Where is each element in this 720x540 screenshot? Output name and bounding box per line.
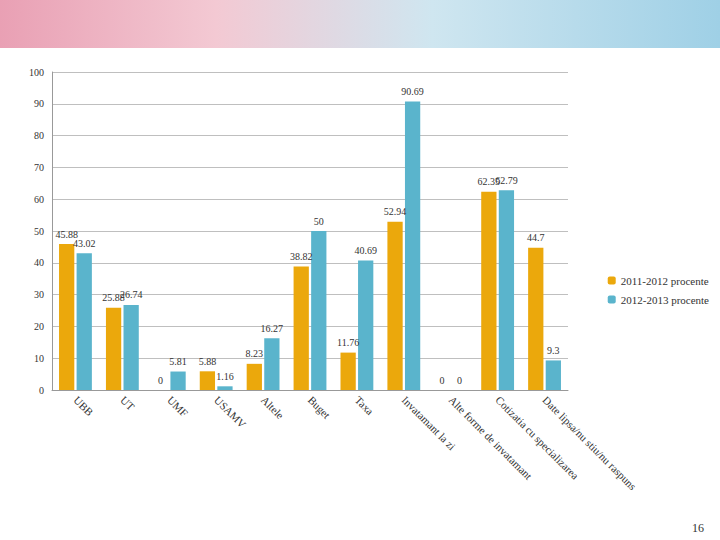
svg-text:10: 10 — [34, 353, 44, 364]
svg-text:8.23: 8.23 — [246, 348, 263, 359]
svg-text:0: 0 — [439, 375, 444, 386]
svg-text:Altele: Altele — [259, 394, 287, 422]
svg-text:1.16: 1.16 — [216, 371, 234, 382]
svg-text:38.82: 38.82 — [290, 251, 313, 262]
svg-text:UMF: UMF — [165, 394, 190, 419]
svg-text:16.27: 16.27 — [261, 323, 284, 334]
svg-text:26.74: 26.74 — [120, 289, 143, 300]
svg-text:25.88: 25.88 — [102, 292, 125, 304]
svg-text:5.81: 5.81 — [169, 356, 187, 367]
svg-text:2012-2013 procente: 2012-2013 procente — [621, 294, 709, 306]
svg-text:Buget: Buget — [306, 394, 333, 421]
svg-text:40.69: 40.69 — [354, 245, 377, 256]
svg-text:0: 0 — [457, 375, 462, 386]
svg-text:0: 0 — [158, 375, 163, 386]
svg-text:UBB: UBB — [71, 394, 95, 418]
svg-text:Cotizatia cu specializarea: Cotizatia cu specializarea — [493, 394, 581, 482]
svg-text:70: 70 — [34, 162, 44, 173]
svg-text:50: 50 — [314, 216, 324, 227]
svg-text:9.3: 9.3 — [547, 345, 560, 356]
svg-text:52.94: 52.94 — [384, 206, 407, 217]
svg-text:62.35: 62.35 — [477, 176, 501, 188]
svg-text:60: 60 — [34, 194, 44, 205]
svg-text:90: 90 — [34, 98, 44, 109]
svg-text:80: 80 — [34, 130, 44, 141]
svg-text:5.88: 5.88 — [199, 356, 217, 367]
svg-text:43.02: 43.02 — [73, 238, 96, 249]
svg-text:62.79: 62.79 — [495, 175, 518, 186]
svg-text:30: 30 — [34, 289, 44, 300]
svg-text:0: 0 — [39, 385, 44, 396]
svg-text:Alte forme de invatamant: Alte forme de invatamant — [446, 394, 534, 482]
svg-text:USAMV: USAMV — [212, 394, 249, 431]
svg-text:2011-2012 procente: 2011-2012 procente — [621, 275, 709, 287]
svg-text:40: 40 — [34, 257, 44, 268]
svg-text:100: 100 — [29, 67, 44, 78]
svg-text:90.69: 90.69 — [401, 86, 424, 97]
svg-text:UT: UT — [118, 394, 137, 413]
svg-text:16: 16 — [692, 521, 704, 535]
svg-text:11.76: 11.76 — [337, 337, 359, 348]
svg-text:Invatamant la zi: Invatamant la zi — [399, 393, 459, 453]
svg-text:Date lipsa/nu stiu/nu raspuns: Date lipsa/nu stiu/nu raspuns — [540, 394, 638, 492]
svg-text:50: 50 — [34, 226, 44, 237]
svg-text:44.7: 44.7 — [527, 232, 545, 243]
svg-text:45.88: 45.88 — [55, 228, 78, 240]
svg-text:Taxa: Taxa — [353, 394, 377, 418]
svg-text:20: 20 — [34, 321, 44, 332]
